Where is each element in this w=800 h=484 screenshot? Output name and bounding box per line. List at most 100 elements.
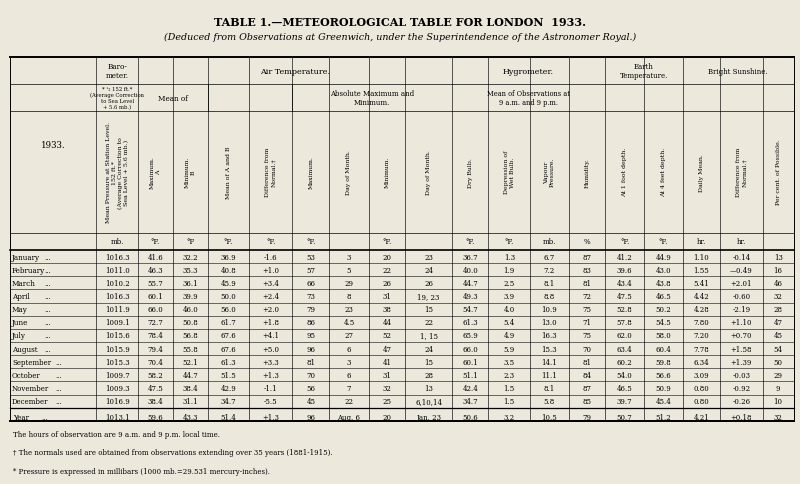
Text: 50.9: 50.9	[655, 384, 671, 392]
Text: 14.1: 14.1	[542, 358, 557, 366]
Text: January: January	[12, 253, 40, 261]
Text: 52.1: 52.1	[182, 358, 198, 366]
Text: 70.4: 70.4	[147, 358, 163, 366]
Text: 43.3: 43.3	[182, 413, 198, 421]
Text: +3.4: +3.4	[262, 279, 279, 287]
Text: 1.10: 1.10	[694, 253, 710, 261]
Text: 1015.6: 1015.6	[105, 332, 130, 340]
Text: °F.: °F.	[505, 238, 514, 246]
Text: -0.60: -0.60	[732, 292, 750, 301]
Text: 35.3: 35.3	[182, 266, 198, 274]
Text: 50: 50	[774, 358, 782, 366]
Text: 54: 54	[774, 345, 782, 353]
Text: 29: 29	[345, 279, 354, 287]
Text: ...: ...	[44, 266, 50, 274]
Text: +0.18: +0.18	[730, 413, 752, 421]
Text: Dry Bulb.: Dry Bulb.	[468, 157, 473, 187]
Text: 55.8: 55.8	[182, 345, 198, 353]
Text: +2.0: +2.0	[262, 305, 279, 314]
Text: 50.7: 50.7	[617, 413, 633, 421]
Text: 65.9: 65.9	[462, 332, 478, 340]
Text: March: March	[12, 279, 36, 287]
Text: Hygrometer.: Hygrometer.	[503, 68, 554, 76]
Text: °F.: °F.	[224, 238, 233, 246]
Text: -1.6: -1.6	[264, 253, 278, 261]
Text: 32: 32	[774, 292, 782, 301]
Text: 39.9: 39.9	[182, 292, 198, 301]
Text: °F.: °F.	[306, 238, 315, 246]
Text: 39.7: 39.7	[617, 397, 633, 406]
Text: 61.3: 61.3	[462, 318, 478, 327]
Text: 45: 45	[306, 397, 315, 406]
Text: Jan. 23: Jan. 23	[416, 413, 441, 421]
Text: 84: 84	[582, 371, 591, 379]
Text: +3.3: +3.3	[262, 358, 279, 366]
Text: 9: 9	[776, 384, 781, 392]
Text: ...: ...	[55, 384, 62, 392]
Text: 42.9: 42.9	[221, 384, 236, 392]
Text: 32: 32	[382, 384, 391, 392]
Text: +1.8: +1.8	[262, 318, 279, 327]
Text: 81: 81	[582, 358, 591, 366]
Text: Minimum.
B: Minimum. B	[185, 156, 195, 188]
Text: 34.7: 34.7	[221, 397, 236, 406]
Text: 47.5: 47.5	[617, 292, 633, 301]
Text: -0.03: -0.03	[733, 371, 750, 379]
Text: Day of Month.: Day of Month.	[346, 150, 351, 195]
Text: 42.4: 42.4	[462, 384, 478, 392]
Text: 51.5: 51.5	[221, 371, 236, 379]
Text: 15.3: 15.3	[542, 345, 557, 353]
Text: 1011.9: 1011.9	[105, 305, 130, 314]
Text: ...: ...	[55, 397, 62, 406]
Text: ...: ...	[44, 305, 50, 314]
Text: 67.6: 67.6	[221, 332, 236, 340]
Text: 31: 31	[382, 292, 391, 301]
Text: -0.92: -0.92	[732, 384, 750, 392]
Text: TABLE 1.—METEOROLOGICAL TABLE FOR LONDON  1933.: TABLE 1.—METEOROLOGICAL TABLE FOR LONDON…	[214, 17, 586, 28]
Text: Mean of: Mean of	[158, 94, 188, 102]
Text: ...: ...	[55, 371, 62, 379]
Text: Daily Mean.: Daily Mean.	[699, 153, 704, 191]
Text: 56.6: 56.6	[655, 371, 671, 379]
Text: °F.: °F.	[658, 238, 668, 246]
Text: 52: 52	[382, 332, 392, 340]
Text: +1.58: +1.58	[730, 345, 752, 353]
Text: 24: 24	[424, 266, 433, 274]
Text: Bright Sunshine.: Bright Sunshine.	[708, 68, 768, 76]
Text: -2.19: -2.19	[732, 305, 750, 314]
Text: 7: 7	[346, 384, 351, 392]
Text: 19, 23: 19, 23	[418, 292, 440, 301]
Text: October: October	[12, 371, 41, 379]
Text: 43.4: 43.4	[617, 279, 633, 287]
Text: 5: 5	[346, 266, 351, 274]
Text: 16: 16	[774, 266, 782, 274]
Text: 43.8: 43.8	[655, 279, 671, 287]
Text: 1016.3: 1016.3	[105, 292, 130, 301]
Text: 3.09: 3.09	[694, 371, 710, 379]
Text: 3: 3	[346, 253, 351, 261]
Text: %: %	[584, 238, 590, 246]
Text: 53: 53	[306, 253, 315, 261]
Text: 81: 81	[582, 279, 591, 287]
Text: 50.2: 50.2	[655, 305, 671, 314]
Text: 1933.: 1933.	[41, 141, 66, 150]
Text: 22: 22	[424, 318, 433, 327]
Text: 20: 20	[382, 413, 392, 421]
Text: mb.: mb.	[542, 238, 556, 246]
Text: 4.28: 4.28	[694, 305, 710, 314]
Text: 6: 6	[346, 371, 351, 379]
Text: 5.9: 5.9	[504, 345, 515, 353]
Text: 60.1: 60.1	[147, 292, 163, 301]
Text: °F.: °F.	[620, 238, 630, 246]
Text: 1010.2: 1010.2	[105, 279, 130, 287]
Text: 61.7: 61.7	[221, 318, 236, 327]
Text: 8.1: 8.1	[544, 279, 555, 287]
Text: Mean of A and B: Mean of A and B	[226, 146, 230, 198]
Text: 1.55: 1.55	[694, 266, 710, 274]
Text: 1013.1: 1013.1	[105, 413, 130, 421]
Text: 47: 47	[382, 345, 392, 353]
Text: 6.34: 6.34	[694, 358, 710, 366]
Text: 46.5: 46.5	[655, 292, 671, 301]
Text: ...: ...	[44, 292, 50, 301]
Text: 28: 28	[774, 305, 782, 314]
